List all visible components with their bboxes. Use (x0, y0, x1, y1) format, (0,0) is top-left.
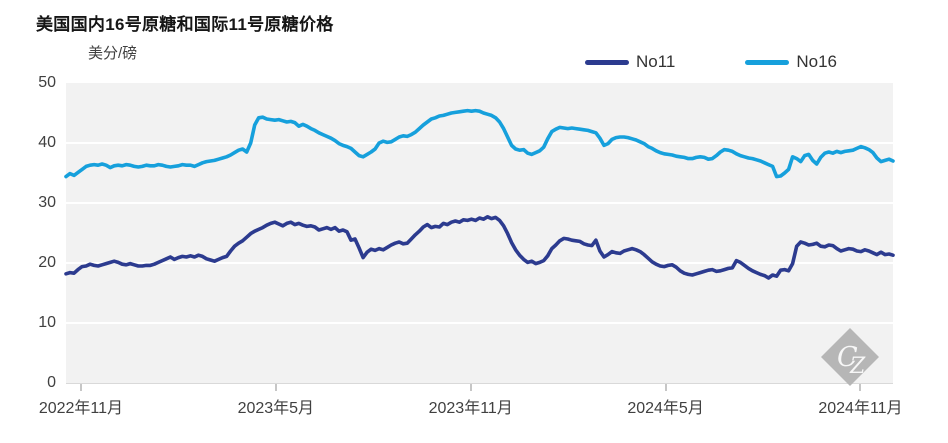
x-axis-tick-mark (274, 384, 277, 391)
y-axis-tick-label-40: 40 (38, 134, 56, 151)
y-axis-tick-label-0: 0 (47, 374, 56, 391)
x-axis-tick-label: 2023年5月 (237, 400, 315, 417)
x-axis-tick-label: 2024年11月 (818, 400, 903, 417)
chart-svg: CZ (64, 108, 895, 386)
legend-item-no16: No16 (745, 52, 837, 72)
x-axis-tick-label: 2023年11月 (428, 400, 513, 417)
x-axis-tick-label: 2024年5月 (627, 400, 704, 417)
watermark-diamond (821, 328, 879, 386)
chart-title: 美国国内16号原糖和国际11号原糖价格 (36, 15, 334, 34)
legend-item-no11: No11 (584, 52, 676, 72)
no11-line-swatch (584, 59, 629, 65)
no16-line-swatch (745, 59, 790, 65)
series-line-no11 (64, 215, 895, 280)
y-axis-tick-label-50: 50 (38, 74, 56, 91)
watermark-letter-z: Z (849, 354, 866, 379)
y-axis-unit-label: 美分/磅 (88, 45, 138, 62)
x-axis-tick-label: 2022年11月 (38, 400, 124, 417)
watermark-cz-logo: CZ (821, 328, 879, 386)
legend-label-no11: No11 (635, 52, 676, 71)
watermark-letter-c: C (837, 342, 858, 373)
x-axis-tick-mark (79, 384, 82, 391)
y-axis-tick-label-30: 30 (38, 194, 56, 211)
y-axis-tick-label-20: 20 (38, 254, 56, 271)
y-axis-tick-label-10: 10 (38, 314, 56, 331)
legend-label-no16: No16 (796, 52, 837, 71)
chart-legend: No11 No16 (66, 52, 893, 72)
x-axis-tick-mark (469, 384, 472, 391)
series-line-no16 (64, 108, 895, 179)
x-axis-tick-mark (664, 384, 667, 391)
x-axis-tick-mark (859, 384, 862, 391)
